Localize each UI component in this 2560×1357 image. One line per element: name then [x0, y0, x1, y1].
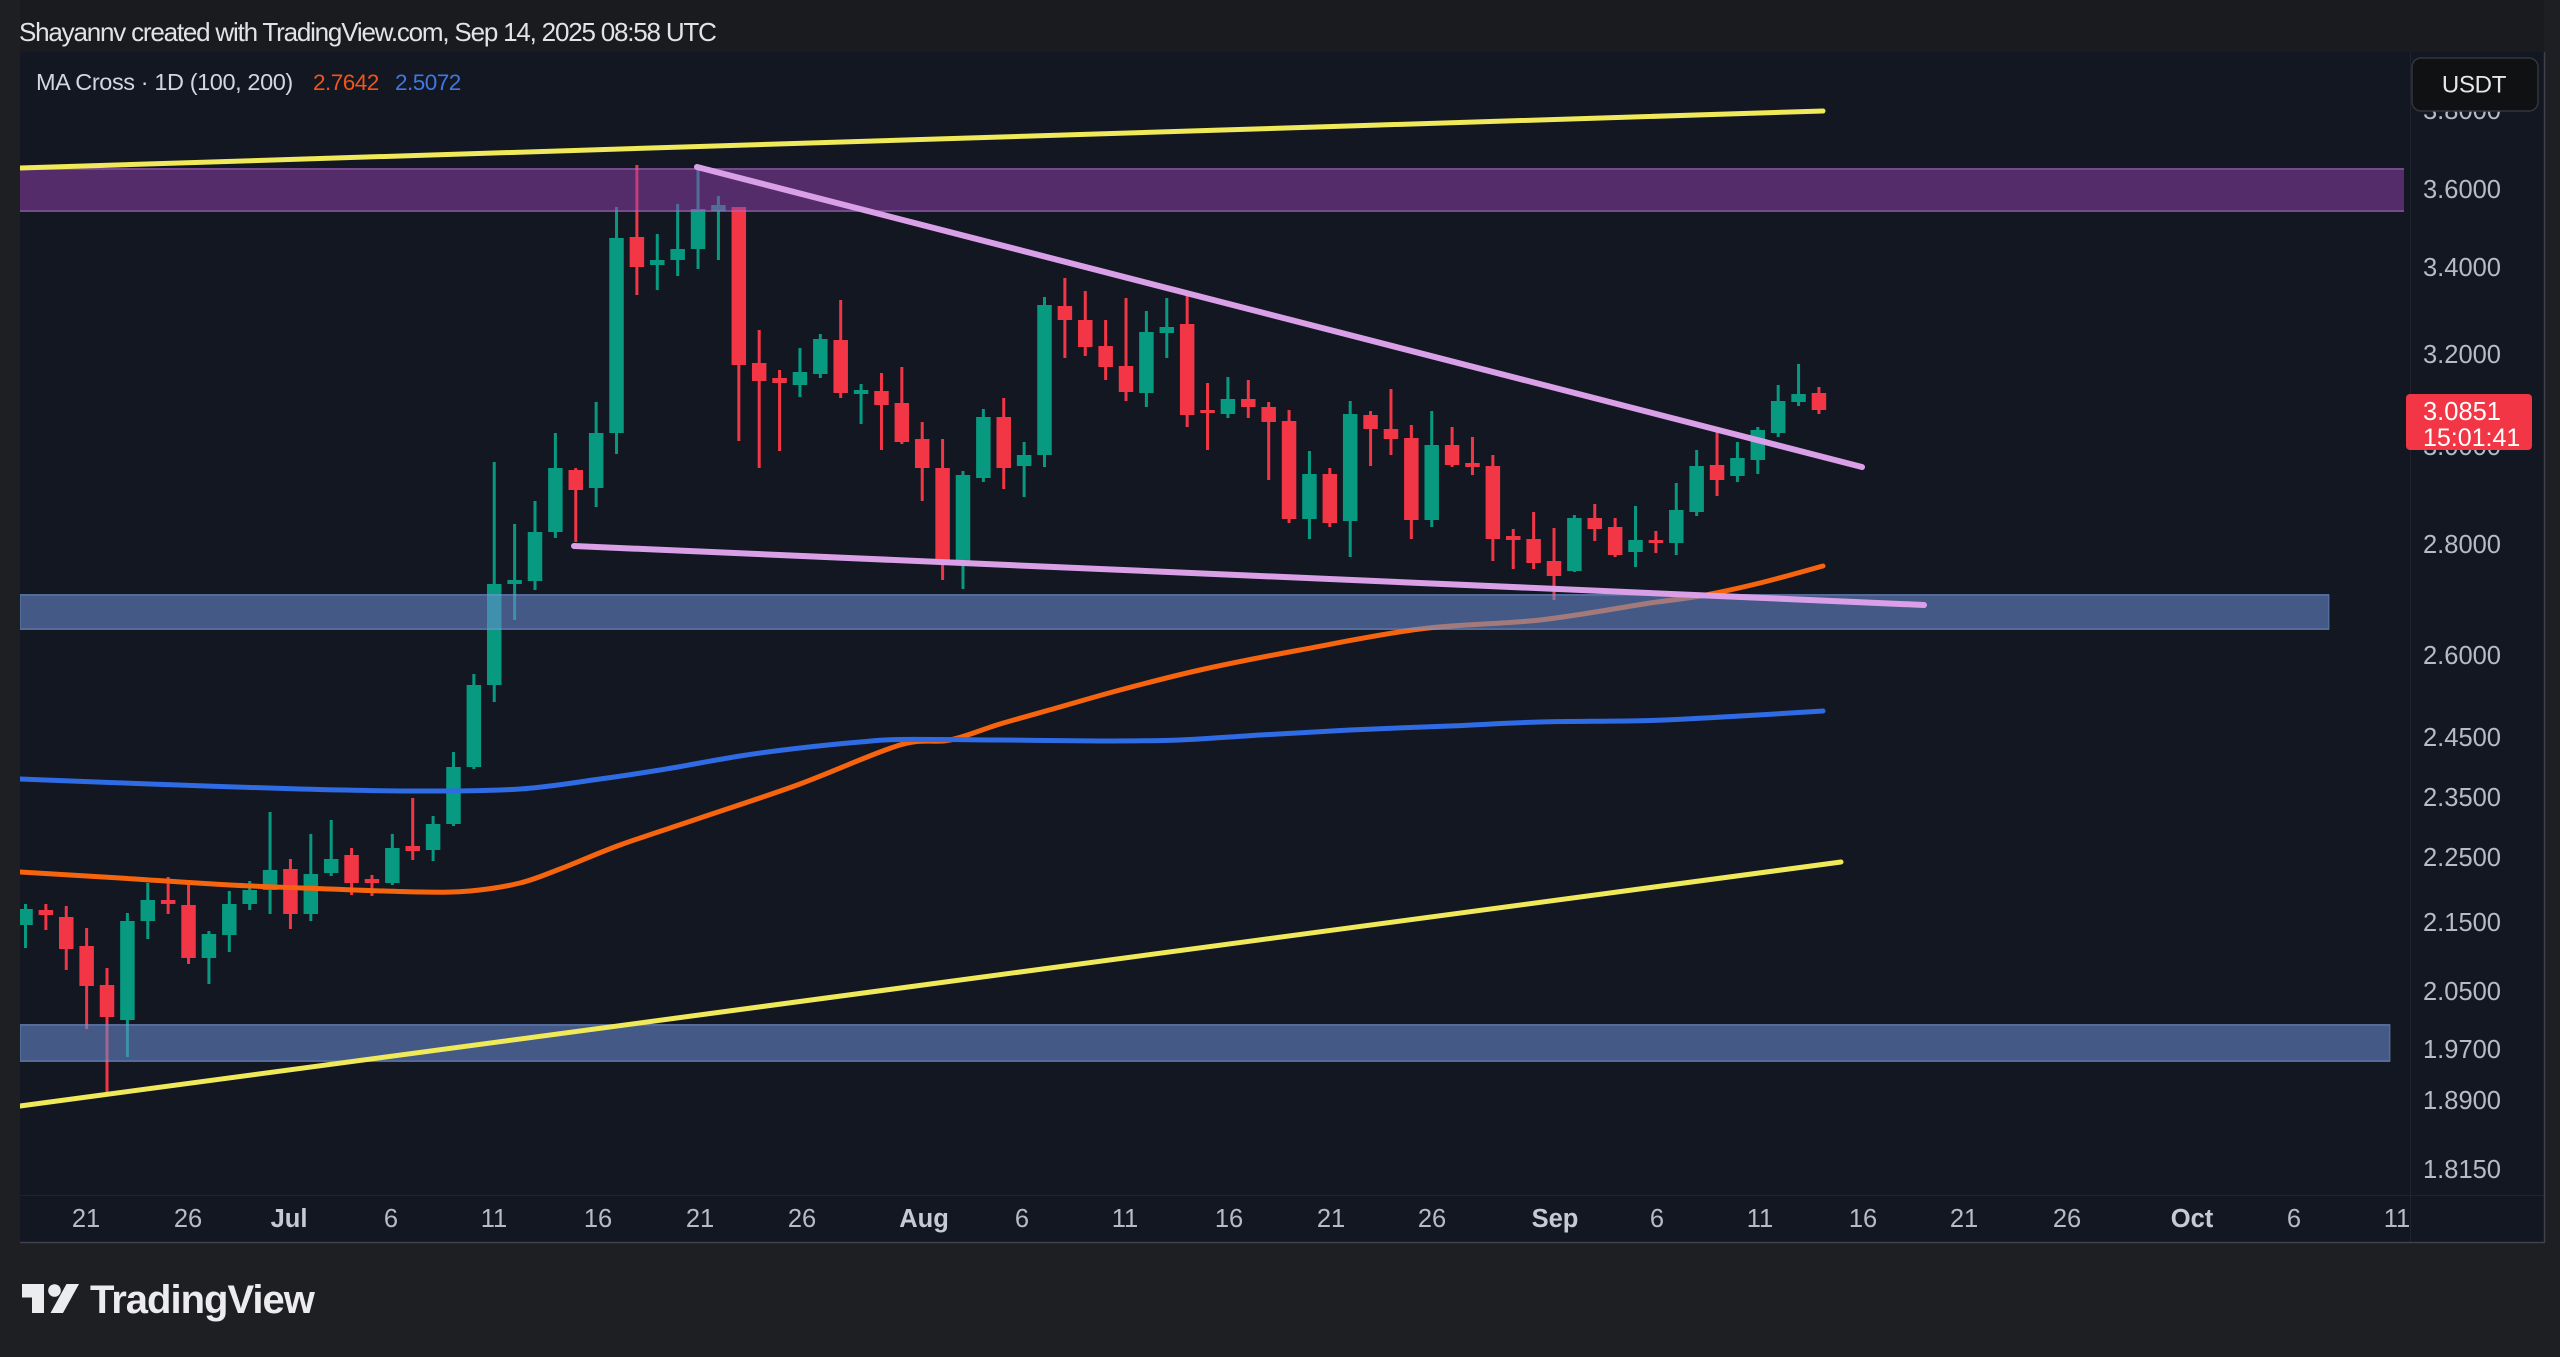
svg-text:3.6000: 3.6000 — [2423, 176, 2501, 204]
svg-text:TradingView: TradingView — [90, 1278, 316, 1322]
svg-text:15:01:41: 15:01:41 — [2423, 424, 2520, 452]
svg-text:16: 16 — [1849, 1205, 1877, 1233]
svg-text:6: 6 — [1650, 1205, 1664, 1233]
svg-text:Shayannv created with TradingV: Shayannv created with TradingView.com, S… — [19, 17, 716, 47]
svg-text:21: 21 — [1950, 1205, 1978, 1233]
svg-text:2.0500: 2.0500 — [2423, 978, 2501, 1006]
svg-text:21: 21 — [686, 1205, 714, 1233]
svg-text:3.2000: 3.2000 — [2423, 341, 2501, 369]
svg-text:16: 16 — [584, 1205, 612, 1233]
svg-text:1.8900: 1.8900 — [2423, 1087, 2501, 1115]
svg-text:6: 6 — [384, 1205, 398, 1233]
svg-text:21: 21 — [72, 1205, 100, 1233]
svg-text:2.1500: 2.1500 — [2423, 909, 2501, 937]
svg-text:2.5072: 2.5072 — [395, 70, 461, 95]
svg-text:2.4500: 2.4500 — [2423, 724, 2501, 752]
svg-text:2.3500: 2.3500 — [2423, 784, 2501, 812]
svg-text:26: 26 — [2053, 1205, 2081, 1233]
svg-text:Oct: Oct — [2171, 1205, 2214, 1233]
svg-text:6: 6 — [1015, 1205, 1029, 1233]
svg-text:11: 11 — [1112, 1205, 1138, 1233]
svg-text:26: 26 — [1418, 1205, 1446, 1233]
svg-text:11: 11 — [481, 1205, 507, 1233]
svg-text:2.2500: 2.2500 — [2423, 844, 2501, 872]
svg-text:MA Cross · 1D (100, 200): MA Cross · 1D (100, 200) — [36, 69, 293, 95]
svg-text:3.4000: 3.4000 — [2423, 254, 2501, 282]
svg-text:26: 26 — [174, 1205, 202, 1233]
svg-text:2.6000: 2.6000 — [2423, 642, 2501, 670]
svg-text:6: 6 — [2287, 1205, 2301, 1233]
svg-text:1.8150: 1.8150 — [2423, 1156, 2501, 1184]
svg-text:1.9700: 1.9700 — [2423, 1036, 2501, 1064]
svg-text:16: 16 — [1215, 1205, 1243, 1233]
svg-text:Sep: Sep — [1532, 1205, 1579, 1233]
svg-text:11: 11 — [1747, 1205, 1773, 1233]
svg-text:2.8000: 2.8000 — [2423, 531, 2501, 559]
svg-text:2.7642: 2.7642 — [313, 70, 379, 95]
svg-text:Jul: Jul — [271, 1205, 308, 1233]
svg-text:26: 26 — [788, 1205, 816, 1233]
svg-text:3.0851: 3.0851 — [2423, 398, 2501, 426]
svg-text:Aug: Aug — [899, 1205, 949, 1233]
svg-text:11: 11 — [2384, 1205, 2410, 1233]
svg-text:USDT: USDT — [2442, 72, 2507, 99]
svg-text:21: 21 — [1317, 1205, 1345, 1233]
